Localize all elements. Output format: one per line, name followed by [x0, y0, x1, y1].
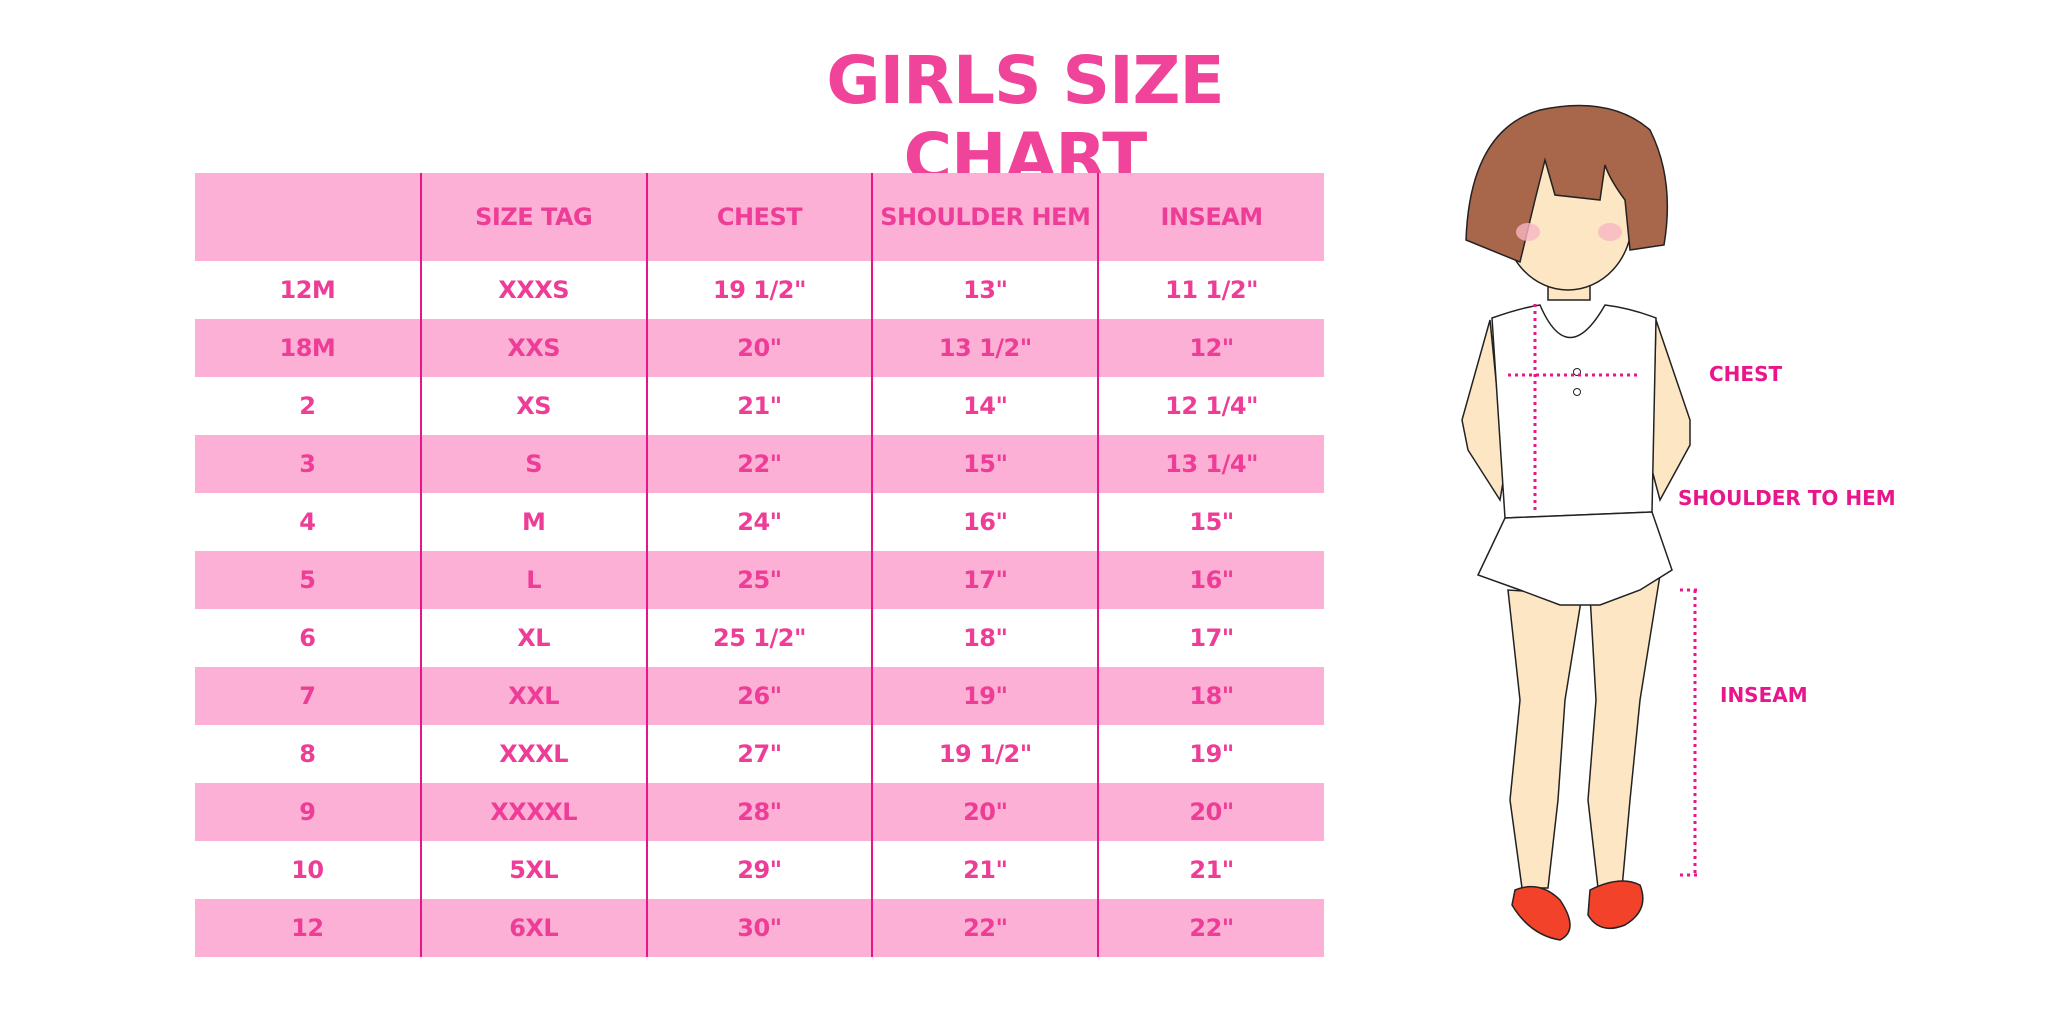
table-cell: 8 [299, 740, 316, 768]
header-cell [195, 173, 421, 261]
table-cell: XS [419, 377, 647, 435]
table-cell: 19 1/2" [871, 725, 1099, 783]
table-cell: XXL [419, 667, 647, 725]
table-cell: 11 1/2" [1097, 261, 1324, 319]
table-row: 10 5XL 29" 21" 21" [195, 841, 1324, 899]
table-cell: 27" [645, 725, 873, 783]
table-cell: 26" [645, 667, 873, 725]
right-leg [1587, 573, 1661, 889]
hair [1465, 104, 1669, 264]
table-row: 12M XXXS 19 1/2" 13" 11 1/2" [195, 261, 1324, 319]
chest-label: CHEST [1709, 362, 1783, 386]
table-cell: XXXXL [419, 783, 647, 841]
table-cell: 14" [871, 377, 1099, 435]
table-row: 4 M 24" 16" 15" [195, 493, 1324, 551]
table-cell: 21" [645, 377, 873, 435]
table-cell: 7 [195, 667, 421, 725]
table-cell: 21" [871, 841, 1099, 899]
table-cell: 9 [195, 783, 421, 841]
table-cell: 17" [871, 551, 1099, 609]
table-cell: 30" [645, 899, 873, 957]
table-cell: XL [419, 609, 647, 667]
table-row: 2 XS 21" 14" 12 1/4" [195, 377, 1324, 435]
table-cell: 18" [1097, 667, 1324, 725]
table-cell: 6 [299, 624, 316, 652]
table-cell: 18" [871, 609, 1099, 667]
header-cell: SHOULDER HEM [871, 173, 1099, 261]
table-cell: 5 [195, 551, 421, 609]
table-cell: 13 1/4" [1097, 435, 1324, 493]
table-cell: 22" [645, 435, 873, 493]
table-cell: 20" [1097, 783, 1324, 841]
table-row: 12 6XL 30" 22" 22" [195, 899, 1324, 957]
table-row: 7 XXL 26" 19" 18" [195, 667, 1324, 725]
table-cell: 12" [1097, 319, 1324, 377]
table-cell: 13" [871, 261, 1099, 319]
left-shoe [1511, 885, 1571, 941]
table-cell: 19" [871, 667, 1099, 725]
table-cell: S [419, 435, 647, 493]
table-cell: 12 [195, 899, 421, 957]
table-cell: 25 1/2" [645, 609, 873, 667]
table-cell: 15" [871, 435, 1099, 493]
table-cell: 6XL [419, 899, 647, 957]
table-cell: L [419, 551, 647, 609]
table-cell: 10 [291, 856, 324, 884]
table-cell: 4 [299, 508, 316, 536]
header-cell: SIZE TAG [419, 173, 647, 261]
table-cell: 22" [1097, 899, 1324, 957]
table-cell: XXXS [419, 261, 647, 319]
right-arm [1651, 319, 1691, 503]
table-cell: 28" [645, 783, 873, 841]
table-cell: 19" [1097, 725, 1324, 783]
table-cell: 5XL [419, 841, 647, 899]
table-cell: 2 [299, 392, 316, 420]
table-cell: 17" [1097, 609, 1324, 667]
table-cell: 12 1/4" [1097, 377, 1324, 435]
table-row: 3 S 22" 15" 13 1/4" [195, 435, 1324, 493]
table-row: 6 XL 25 1/2" 18" 17" [195, 609, 1324, 667]
right-shoe [1587, 880, 1644, 930]
table-cell: XXXL [419, 725, 647, 783]
shoulder-to-hem-label: SHOULDER TO HEM [1678, 486, 1896, 510]
table-row: 8 XXXL 27" 19 1/2" 19" [195, 725, 1324, 783]
left-leg [1507, 589, 1583, 889]
table-cell: 18M [195, 319, 421, 377]
table-cell: 15" [1097, 493, 1324, 551]
table-cell: XXS [419, 319, 647, 377]
table-cell: 20" [871, 783, 1099, 841]
inseam-label: INSEAM [1720, 683, 1808, 707]
table-cell: 29" [645, 841, 873, 899]
ruffle-shorts [1476, 511, 1673, 606]
table-cell: 19 1/2" [645, 261, 873, 319]
table-cell: 24" [645, 493, 873, 551]
table-cell: M [419, 493, 647, 551]
size-chart-table: SIZE TAG CHEST SHOULDER HEM INSEAM 12M XX… [195, 173, 1324, 957]
page-title: GIRLS SIZE CHART [826, 42, 1224, 196]
table-cell: 16" [1097, 551, 1324, 609]
table-cell: 22" [871, 899, 1099, 957]
dress-top [1491, 304, 1657, 519]
table-cell: 20" [645, 319, 873, 377]
table-cell: 3 [195, 435, 421, 493]
table-row: 18M XXS 20" 13 1/2" 12" [195, 319, 1324, 377]
table-cell: 21" [1097, 841, 1324, 899]
table-header-row: SIZE TAG CHEST SHOULDER HEM INSEAM [195, 173, 1324, 261]
header-cell: INSEAM [1097, 173, 1324, 261]
table-row: 9 XXXXL 28" 20" 20" [195, 783, 1324, 841]
table-row: 5 L 25" 17" 16" [195, 551, 1324, 609]
table-cell: 13 1/2" [871, 319, 1099, 377]
table-cell: 12M [279, 276, 336, 304]
table-cell: 16" [871, 493, 1099, 551]
header-cell: CHEST [645, 173, 873, 261]
table-cell: 25" [645, 551, 873, 609]
